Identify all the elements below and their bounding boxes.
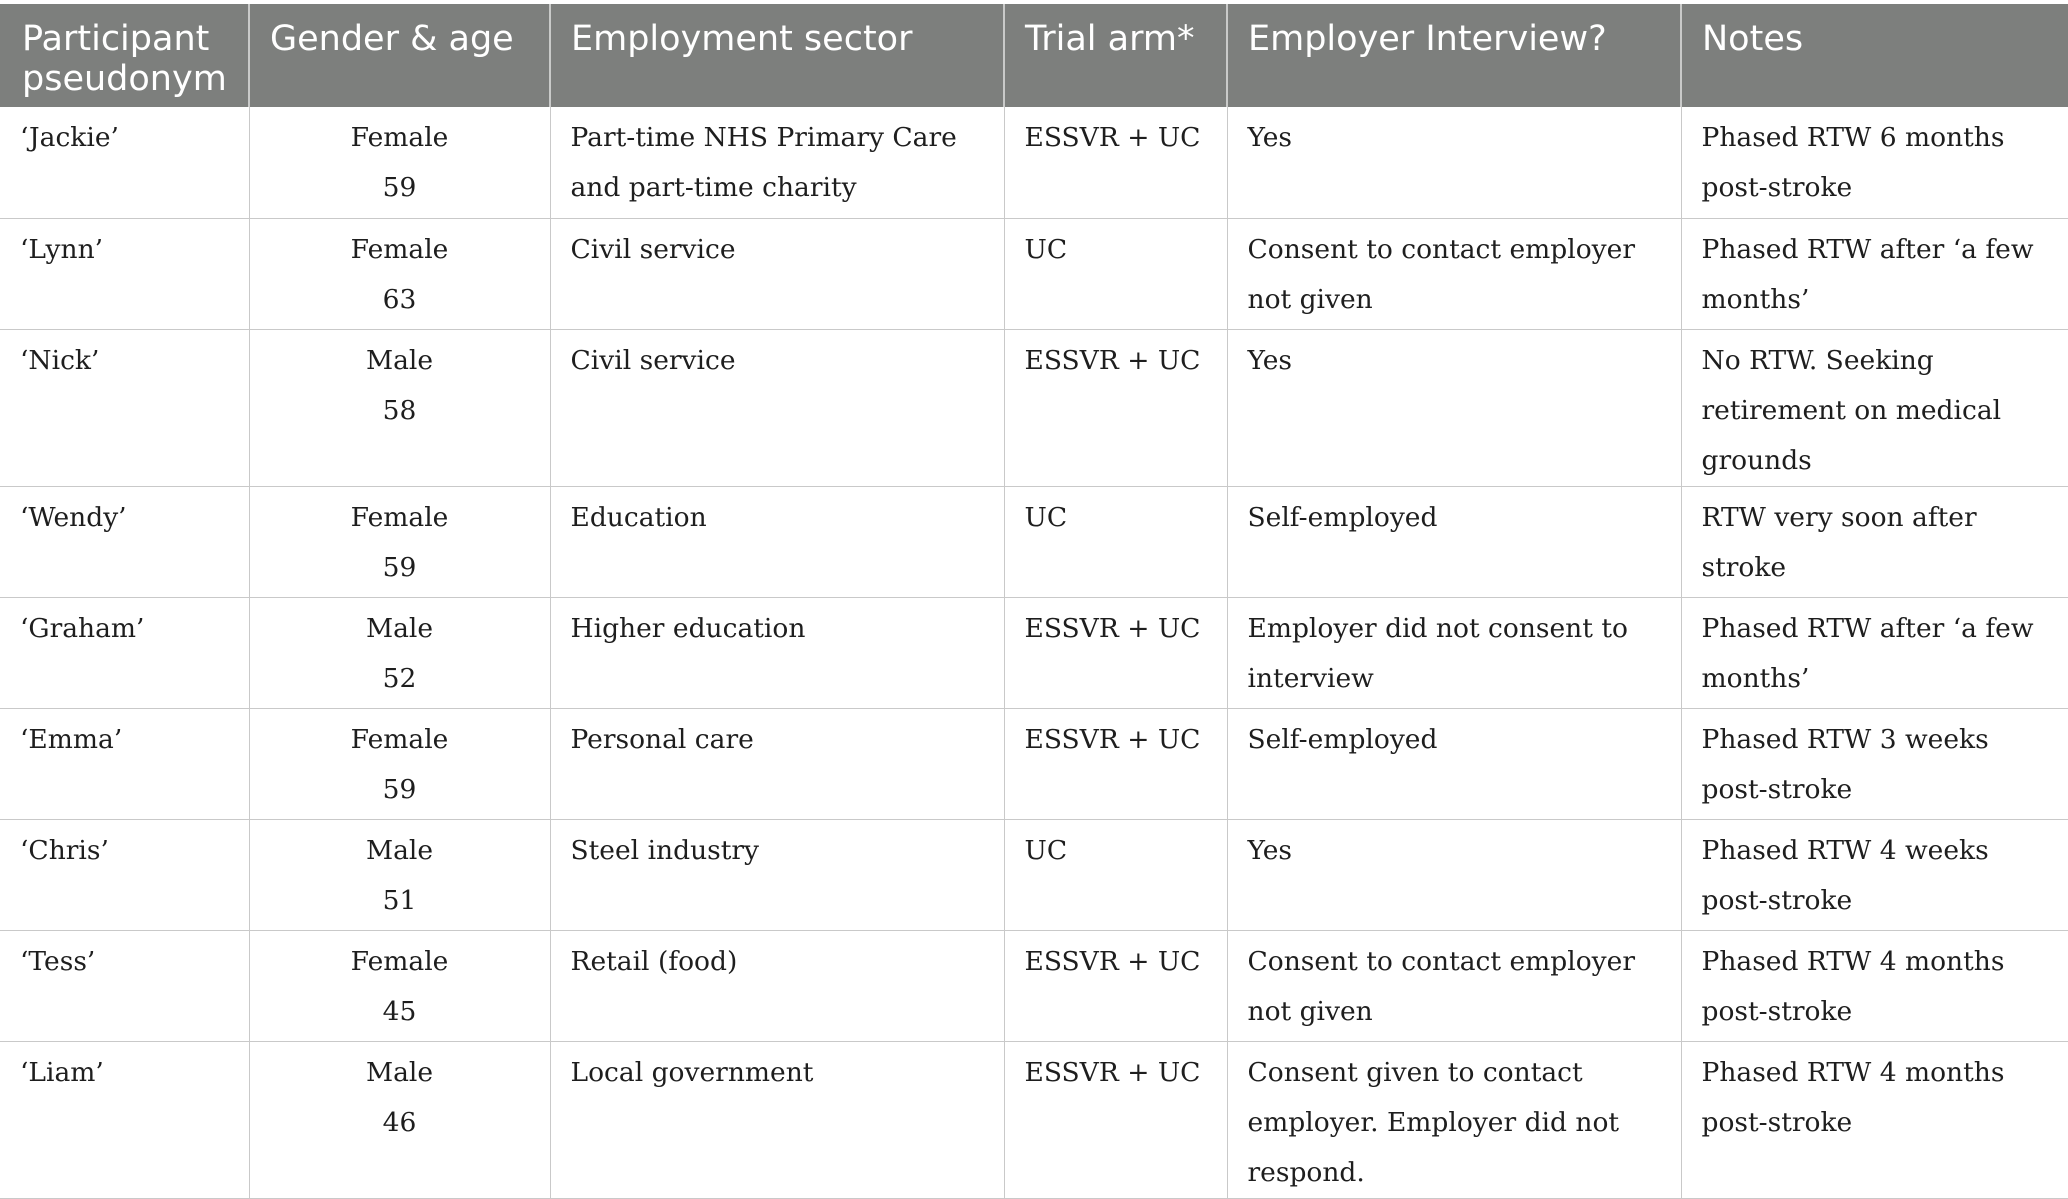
- age-value: 46: [382, 1106, 417, 1138]
- header-gender-age: Gender & age: [249, 4, 551, 107]
- cell-employer-interview: Self-employed: [1227, 708, 1682, 820]
- cell-trial-arm: UC: [1004, 819, 1228, 931]
- cell-notes: Phased RTW 4 months post-stroke: [1681, 1041, 2068, 1199]
- table-row: ‘Tess’ Female 45 Retail (food) ESSVR + UC Con…: [0, 930, 2068, 1042]
- cell-notes: Phased RTW 3 weeks post-stroke: [1681, 708, 2068, 820]
- gender-value: Female: [350, 233, 449, 265]
- gender-value: Female: [350, 501, 449, 533]
- age-value: 59: [382, 172, 417, 203]
- cell-pseudonym: ‘Emma’: [0, 708, 250, 820]
- gender-value: Female: [350, 122, 449, 153]
- cell-notes: Phased RTW 6 months post-stroke: [1681, 107, 2068, 219]
- table-header: Participant pseudonym Gender & age Emplo…: [0, 4, 2068, 107]
- cell-gender-age: Male 46: [249, 1041, 551, 1199]
- cell-employer-interview: Self-employed: [1227, 486, 1682, 598]
- cell-trial-arm: ESSVR + UC: [1004, 329, 1228, 487]
- cell-trial-arm: ESSVR + UC: [1004, 1041, 1228, 1199]
- header-employment-sector: Employment sector: [550, 4, 1005, 107]
- cell-employment-sector: Education: [550, 486, 1005, 598]
- cell-notes: Phased RTW after ‘a few months’: [1681, 218, 2068, 330]
- cell-gender-age: Male 51: [249, 819, 551, 931]
- cell-trial-arm: ESSVR + UC: [1004, 930, 1228, 1042]
- cell-gender-age: Female 63: [249, 218, 551, 330]
- cell-employment-sector: Personal care: [550, 708, 1005, 820]
- cell-pseudonym: ‘Liam’: [0, 1041, 250, 1199]
- cell-employment-sector: Civil service: [550, 218, 1005, 330]
- cell-notes: Phased RTW after ‘a few months’: [1681, 597, 2068, 709]
- age-value: 59: [382, 551, 417, 583]
- table-row: ‘Graham’ Male 52 Higher education ESSVR + UC…: [0, 597, 2068, 709]
- table-row: ‘Wendy’ Female 59 Education UC Self-employed R…: [0, 486, 2068, 598]
- cell-pseudonym: ‘Nick’: [0, 329, 250, 487]
- cell-notes: RTW very soon after stroke: [1681, 486, 2068, 598]
- age-value: 58: [382, 394, 417, 426]
- age-value: 51: [382, 884, 417, 916]
- cell-employer-interview: Yes: [1227, 329, 1682, 487]
- cell-notes: Phased RTW 4 weeks post-stroke: [1681, 819, 2068, 931]
- header-row: Participant pseudonym Gender & age Emplo…: [0, 4, 2068, 107]
- gender-value: Male: [365, 612, 434, 644]
- cell-employer-interview: Consent to contact employer not given: [1227, 218, 1682, 330]
- table-row: ‘Jackie’ Female 59 Part-time NHS Primary Ca…: [0, 107, 2068, 219]
- cell-employer-interview: Consent to contact employer not given: [1227, 930, 1682, 1042]
- cell-pseudonym: ‘Graham’: [0, 597, 250, 709]
- gender-value: Male: [365, 834, 434, 866]
- cell-gender-age: Female 59: [249, 107, 551, 219]
- cell-gender-age: Male 52: [249, 597, 551, 709]
- cell-pseudonym: ‘Jackie’: [0, 107, 250, 219]
- cell-employment-sector: Civil service: [550, 329, 1005, 487]
- gender-value: Male: [365, 1056, 434, 1088]
- cell-employer-interview: Yes: [1227, 107, 1682, 219]
- cell-employer-interview: Employer did not consent to interview: [1227, 597, 1682, 709]
- cell-employment-sector: Local government: [550, 1041, 1005, 1199]
- table-row: ‘Liam’ Male 46 Local government ESSVR + UC Co…: [0, 1041, 2068, 1199]
- cell-trial-arm: UC: [1004, 218, 1228, 330]
- cell-trial-arm: ESSVR + UC: [1004, 597, 1228, 709]
- cell-employment-sector: Part-time NHS Primary Care and part-time…: [550, 107, 1005, 219]
- gender-value: Female: [350, 723, 449, 755]
- cell-gender-age: Female 45: [249, 930, 551, 1042]
- cell-trial-arm: ESSVR + UC: [1004, 107, 1228, 219]
- header-participant-pseudonym: Participant pseudonym: [0, 4, 250, 107]
- age-value: 45: [382, 995, 417, 1027]
- cell-gender-age: Female 59: [249, 708, 551, 820]
- age-value: 59: [382, 773, 417, 805]
- cell-employment-sector: Steel industry: [550, 819, 1005, 931]
- age-value: 52: [382, 662, 417, 694]
- participants-table: Participant pseudonym Gender & age Emplo…: [0, 4, 2068, 1199]
- cell-gender-age: Female 59: [249, 486, 551, 598]
- cell-pseudonym: ‘Chris’: [0, 819, 250, 931]
- cell-gender-age: Male 58: [249, 329, 551, 487]
- cell-pseudonym: ‘Lynn’: [0, 218, 250, 330]
- table-row: ‘Chris’ Male 51 Steel industry UC Yes Phased R…: [0, 819, 2068, 931]
- table-row: ‘Nick’ Male 58 Civil service ESSVR + UC Yes No…: [0, 329, 2068, 487]
- cell-notes: No RTW. Seeking retirement on medical gr…: [1681, 329, 2068, 487]
- cell-pseudonym: ‘Tess’: [0, 930, 250, 1042]
- header-trial-arm: Trial arm*: [1004, 4, 1228, 107]
- table-body: ‘Jackie’ Female 59 Part-time NHS Primary Ca…: [0, 107, 2068, 1199]
- header-notes: Notes: [1681, 4, 2068, 107]
- header-employer-interview: Employer Interview?: [1227, 4, 1682, 107]
- cell-employer-interview: Yes: [1227, 819, 1682, 931]
- cell-notes: Phased RTW 4 months post-stroke: [1681, 930, 2068, 1042]
- gender-value: Female: [350, 945, 449, 977]
- gender-value: Male: [365, 344, 434, 376]
- cell-pseudonym: ‘Wendy’: [0, 486, 250, 598]
- age-value: 63: [382, 283, 417, 315]
- table-row: ‘Emma’ Female 59 Personal care ESSVR + UC Sel…: [0, 708, 2068, 820]
- cell-trial-arm: UC: [1004, 486, 1228, 598]
- cell-employment-sector: Retail (food): [550, 930, 1005, 1042]
- table-row: ‘Lynn’ Female 63 Civil service UC Consent to …: [0, 218, 2068, 330]
- cell-employer-interview: Consent given to contact employer. Emplo…: [1227, 1041, 1682, 1199]
- cell-employment-sector: Higher education: [550, 597, 1005, 709]
- cell-trial-arm: ESSVR + UC: [1004, 708, 1228, 820]
